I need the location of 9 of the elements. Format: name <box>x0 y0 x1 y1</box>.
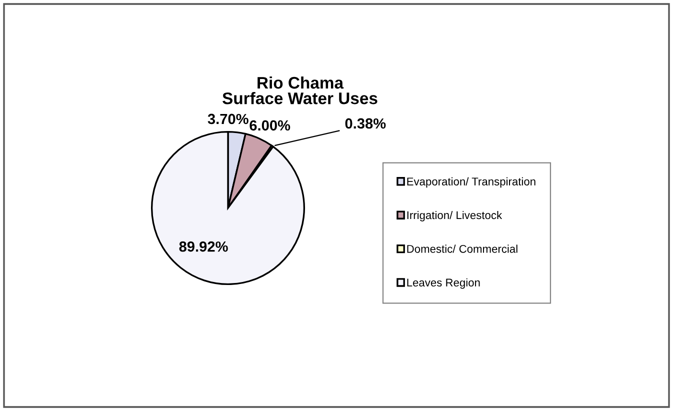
data-label: 6.00% <box>250 120 290 131</box>
legend-label: Leaves Region <box>407 278 480 289</box>
legend-label: Domestic/ Commercial <box>407 244 518 253</box>
chart-title: Rio Chama Surface Water Uses <box>222 76 378 104</box>
data-label: 89.92% <box>179 241 228 252</box>
data-label: 0.38% <box>345 118 386 129</box>
legend-label: Evaporation/ Transpiration <box>407 177 536 188</box>
legend-label: Irrigation/ Livestock <box>407 210 502 222</box>
data-label: 3.70% <box>208 114 248 124</box>
